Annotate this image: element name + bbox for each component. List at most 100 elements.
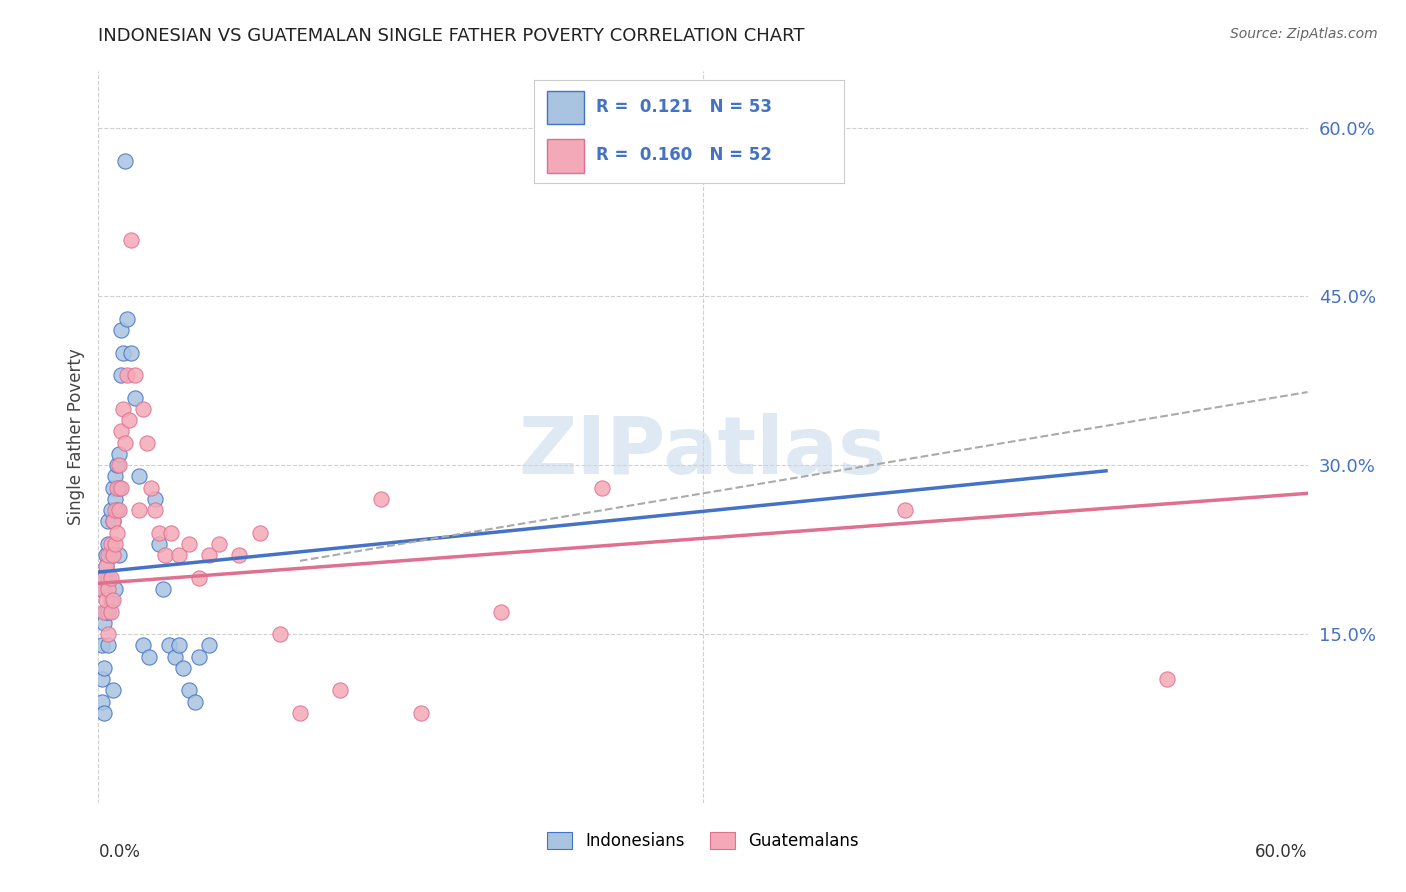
- Point: [120, 345, 142, 359]
- Point: [111, 401, 134, 416]
- Point: [132, 638, 155, 652]
- Point: [167, 638, 190, 652]
- Point: [198, 548, 221, 562]
- Point: [124, 391, 146, 405]
- Point: [107, 447, 129, 461]
- Point: [409, 706, 432, 720]
- Point: [249, 525, 271, 540]
- Point: [114, 435, 136, 450]
- Point: [208, 537, 231, 551]
- Point: [105, 525, 128, 540]
- Point: [184, 694, 207, 708]
- Point: [96, 593, 118, 607]
- Point: [124, 368, 146, 383]
- Point: [157, 638, 180, 652]
- Point: [96, 605, 118, 619]
- Point: [97, 537, 120, 551]
- Point: [89, 582, 111, 596]
- Point: [139, 481, 162, 495]
- Point: [188, 649, 211, 664]
- Point: [143, 491, 166, 506]
- Point: [93, 615, 115, 630]
- Point: [97, 582, 120, 596]
- Y-axis label: Single Father Poverty: Single Father Poverty: [66, 349, 84, 525]
- Text: 60.0%: 60.0%: [1256, 843, 1308, 861]
- Point: [118, 413, 141, 427]
- Point: [93, 605, 115, 619]
- Point: [97, 638, 120, 652]
- Point: [96, 548, 118, 562]
- Point: [329, 683, 352, 698]
- Point: [1156, 672, 1178, 686]
- Point: [96, 582, 118, 596]
- Point: [198, 638, 221, 652]
- Point: [101, 683, 124, 698]
- Point: [107, 458, 129, 473]
- Point: [97, 571, 120, 585]
- Point: [96, 559, 118, 574]
- Text: Source: ZipAtlas.com: Source: ZipAtlas.com: [1230, 27, 1378, 41]
- Point: [93, 571, 115, 585]
- Legend: Indonesians, Guatemalans: Indonesians, Guatemalans: [540, 825, 866, 856]
- Point: [100, 605, 122, 619]
- Point: [591, 481, 613, 495]
- Point: [103, 491, 125, 506]
- Point: [111, 345, 134, 359]
- Point: [101, 515, 124, 529]
- Point: [103, 469, 125, 483]
- Point: [107, 503, 129, 517]
- Point: [179, 537, 201, 551]
- Point: [135, 435, 157, 450]
- Point: [148, 537, 170, 551]
- Point: [288, 706, 311, 720]
- Point: [179, 683, 201, 698]
- Point: [100, 571, 122, 585]
- Point: [101, 481, 124, 495]
- Point: [110, 425, 132, 439]
- FancyBboxPatch shape: [547, 91, 583, 124]
- Point: [100, 548, 122, 562]
- Point: [107, 481, 129, 495]
- Point: [893, 503, 915, 517]
- Point: [152, 582, 174, 596]
- Point: [93, 661, 115, 675]
- Point: [114, 154, 136, 169]
- Point: [128, 503, 150, 517]
- Point: [103, 582, 125, 596]
- Point: [269, 627, 291, 641]
- Point: [132, 401, 155, 416]
- Point: [103, 537, 125, 551]
- Point: [167, 548, 190, 562]
- Point: [107, 548, 129, 562]
- Point: [101, 548, 124, 562]
- Text: R =  0.121   N = 53: R = 0.121 N = 53: [596, 98, 772, 116]
- Point: [370, 491, 392, 506]
- Point: [100, 503, 122, 517]
- FancyBboxPatch shape: [547, 139, 583, 173]
- Point: [97, 548, 120, 562]
- Point: [91, 694, 114, 708]
- Point: [491, 605, 513, 619]
- Point: [91, 672, 114, 686]
- Point: [91, 582, 114, 596]
- Point: [188, 571, 211, 585]
- Text: R =  0.160   N = 52: R = 0.160 N = 52: [596, 146, 772, 164]
- Point: [97, 605, 120, 619]
- Point: [120, 233, 142, 247]
- Point: [115, 368, 138, 383]
- Point: [138, 649, 160, 664]
- Point: [105, 503, 128, 517]
- Text: INDONESIAN VS GUATEMALAN SINGLE FATHER POVERTY CORRELATION CHART: INDONESIAN VS GUATEMALAN SINGLE FATHER P…: [98, 27, 804, 45]
- Point: [97, 515, 120, 529]
- Point: [101, 548, 124, 562]
- Point: [97, 627, 120, 641]
- Point: [128, 469, 150, 483]
- Point: [93, 706, 115, 720]
- Point: [105, 458, 128, 473]
- Text: 0.0%: 0.0%: [98, 843, 141, 861]
- Point: [153, 548, 176, 562]
- Point: [91, 638, 114, 652]
- Text: ZIPatlas: ZIPatlas: [519, 413, 887, 491]
- Point: [143, 503, 166, 517]
- Point: [148, 525, 170, 540]
